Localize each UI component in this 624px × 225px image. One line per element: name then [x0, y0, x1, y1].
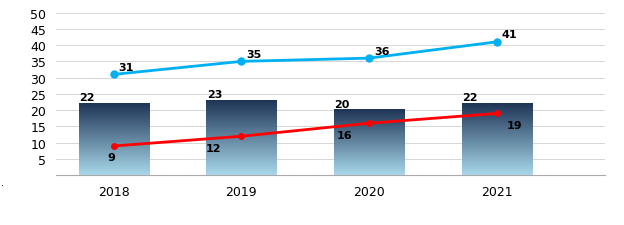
- Text: 16: 16: [337, 130, 353, 140]
- Text: 22: 22: [462, 93, 478, 103]
- Text: 19: 19: [507, 120, 522, 130]
- Text: 20: 20: [334, 99, 350, 109]
- Text: 9: 9: [107, 153, 115, 163]
- Text: 22: 22: [79, 93, 95, 103]
- Text: 12: 12: [205, 143, 221, 153]
- Text: 31: 31: [119, 63, 134, 72]
- Text: .: .: [1, 177, 4, 187]
- Text: 35: 35: [246, 50, 261, 59]
- Text: 41: 41: [502, 30, 517, 40]
- Text: 36: 36: [374, 46, 389, 56]
- Text: 23: 23: [207, 90, 222, 100]
